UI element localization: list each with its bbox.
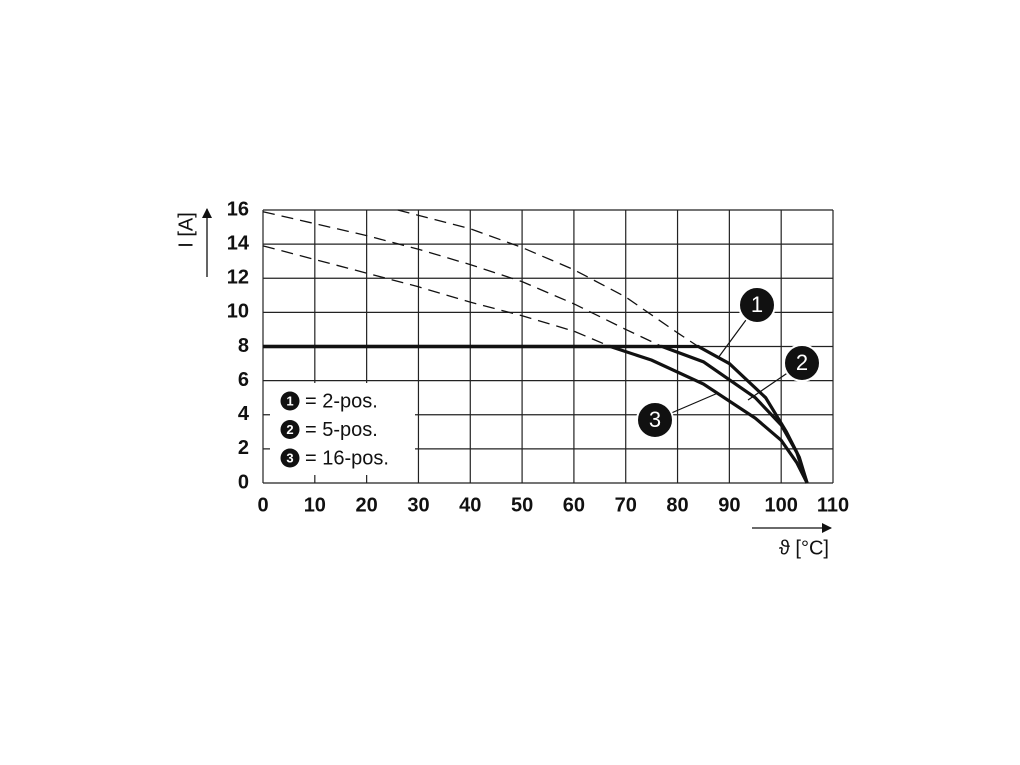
x-tick-label: 10 [304, 494, 326, 516]
callout-label: 1 [751, 292, 763, 317]
y-tick-label: 10 [227, 301, 249, 323]
legend-marker-label: 3 [286, 450, 293, 465]
legend-marker [280, 420, 300, 439]
y-tick-label: 16 [227, 198, 249, 220]
x-tick-label: 20 [356, 494, 378, 516]
x-tick-label: 70 [615, 494, 637, 516]
callout-circle [783, 344, 821, 382]
x-tick-label: 60 [563, 494, 585, 516]
y-tick-label: 0 [238, 471, 249, 493]
series-line [397, 209, 699, 348]
y-tick-label: 8 [238, 335, 249, 357]
callout-label: 3 [649, 407, 661, 432]
legend-label: = 16-pos. [305, 447, 389, 469]
x-tick-label: 110 [817, 494, 849, 516]
legend-label: = 5-pos. [305, 419, 378, 441]
y-tick-label: 6 [238, 369, 249, 391]
legend-marker-label: 1 [286, 393, 293, 408]
x-tick-label: 40 [459, 494, 481, 516]
y-tick-label: 4 [238, 403, 250, 425]
x-tick-label: 90 [718, 494, 740, 516]
callout-label: 2 [796, 350, 808, 375]
x-tick-label: 80 [666, 494, 688, 516]
x-tick-label: 50 [511, 494, 533, 516]
legend-marker [280, 391, 300, 411]
x-axis-label: ϑ [°C] [779, 537, 829, 559]
legend-marker [280, 448, 300, 468]
legend-marker-label: 2 [286, 422, 293, 437]
series-line [262, 245, 611, 348]
callout-circle [636, 401, 674, 439]
y-tick-label: 2 [238, 437, 249, 459]
legend-label: = 2-pos. [305, 390, 378, 412]
y-tick-label: 14 [227, 232, 250, 254]
y-axis-label: I [A] [175, 212, 197, 248]
series-line [263, 344, 809, 484]
x-tick-label: 0 [257, 494, 268, 516]
series-line [262, 211, 663, 348]
y-tick-label: 12 [227, 267, 249, 289]
callout-circle [738, 286, 776, 324]
x-tick-label: 30 [407, 494, 429, 516]
x-tick-label: 100 [764, 494, 797, 516]
